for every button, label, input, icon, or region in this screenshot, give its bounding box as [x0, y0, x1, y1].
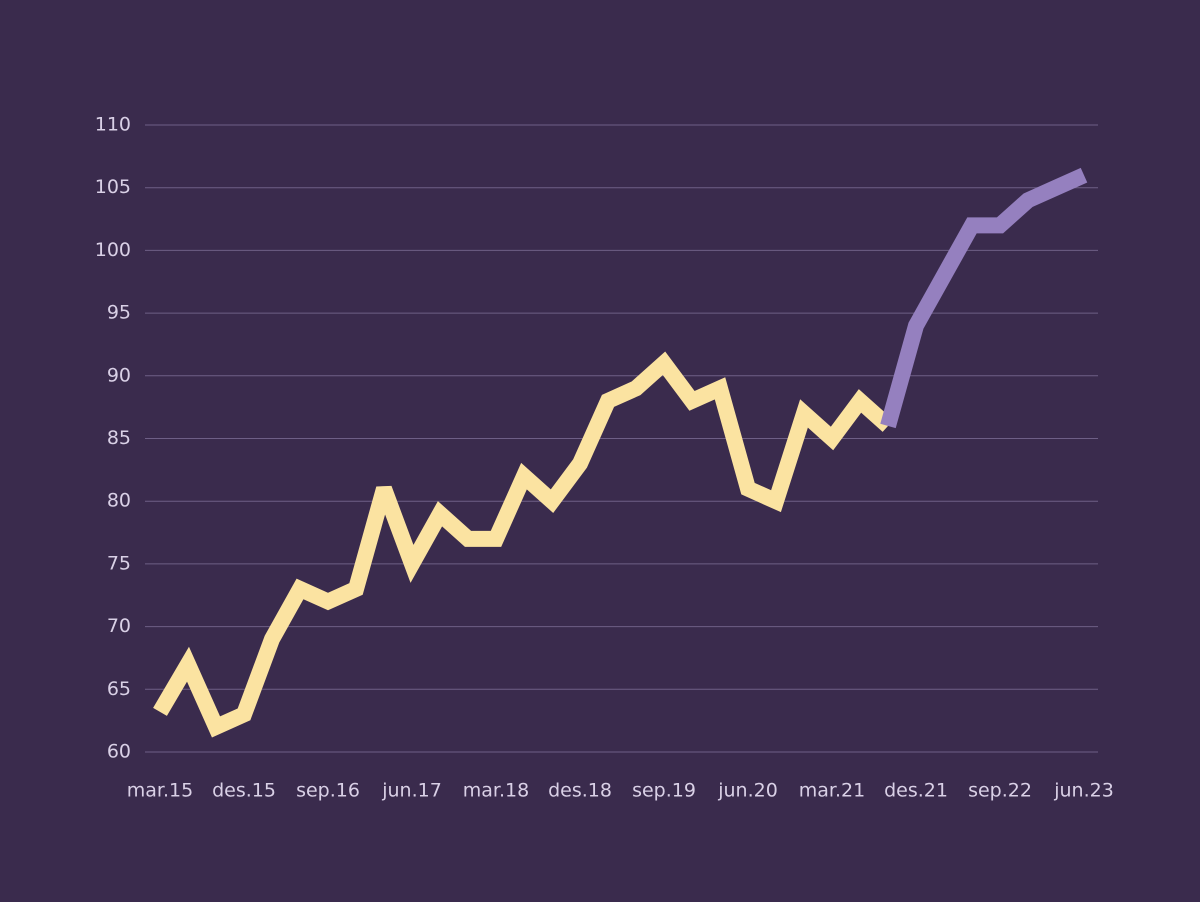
- x-tick-label: mar.21: [799, 780, 865, 802]
- x-tick-label: des.18: [548, 780, 612, 802]
- x-tick-label: des.21: [884, 780, 948, 802]
- x-tick-label: sep.22: [968, 780, 1032, 802]
- y-tick-label: 90: [107, 364, 131, 386]
- x-tick-label: jun.20: [717, 780, 778, 802]
- y-tick-label: 80: [107, 490, 131, 512]
- y-tick-label: 75: [107, 552, 131, 574]
- x-tick-label: jun.17: [381, 780, 442, 802]
- y-tick-label: 85: [107, 427, 131, 449]
- x-tick-label: mar.15: [127, 780, 193, 802]
- y-tick-label: 100: [95, 239, 131, 261]
- x-tick-label: mar.18: [463, 780, 529, 802]
- data-line: [880, 167, 1088, 429]
- x-tick-label: jun.23: [1053, 780, 1114, 802]
- y-tick-label: 95: [107, 302, 131, 324]
- data-line: [153, 351, 894, 738]
- y-tick-label: 70: [107, 615, 131, 637]
- x-tick-label: des.15: [212, 780, 276, 802]
- x-tick-label: sep.19: [632, 780, 696, 802]
- y-tick-label: 60: [107, 741, 131, 763]
- x-tick-label: sep.16: [296, 780, 360, 802]
- y-tick-label: 105: [95, 176, 131, 198]
- y-tick-label: 65: [107, 678, 131, 700]
- y-tick-label: 110: [95, 114, 131, 136]
